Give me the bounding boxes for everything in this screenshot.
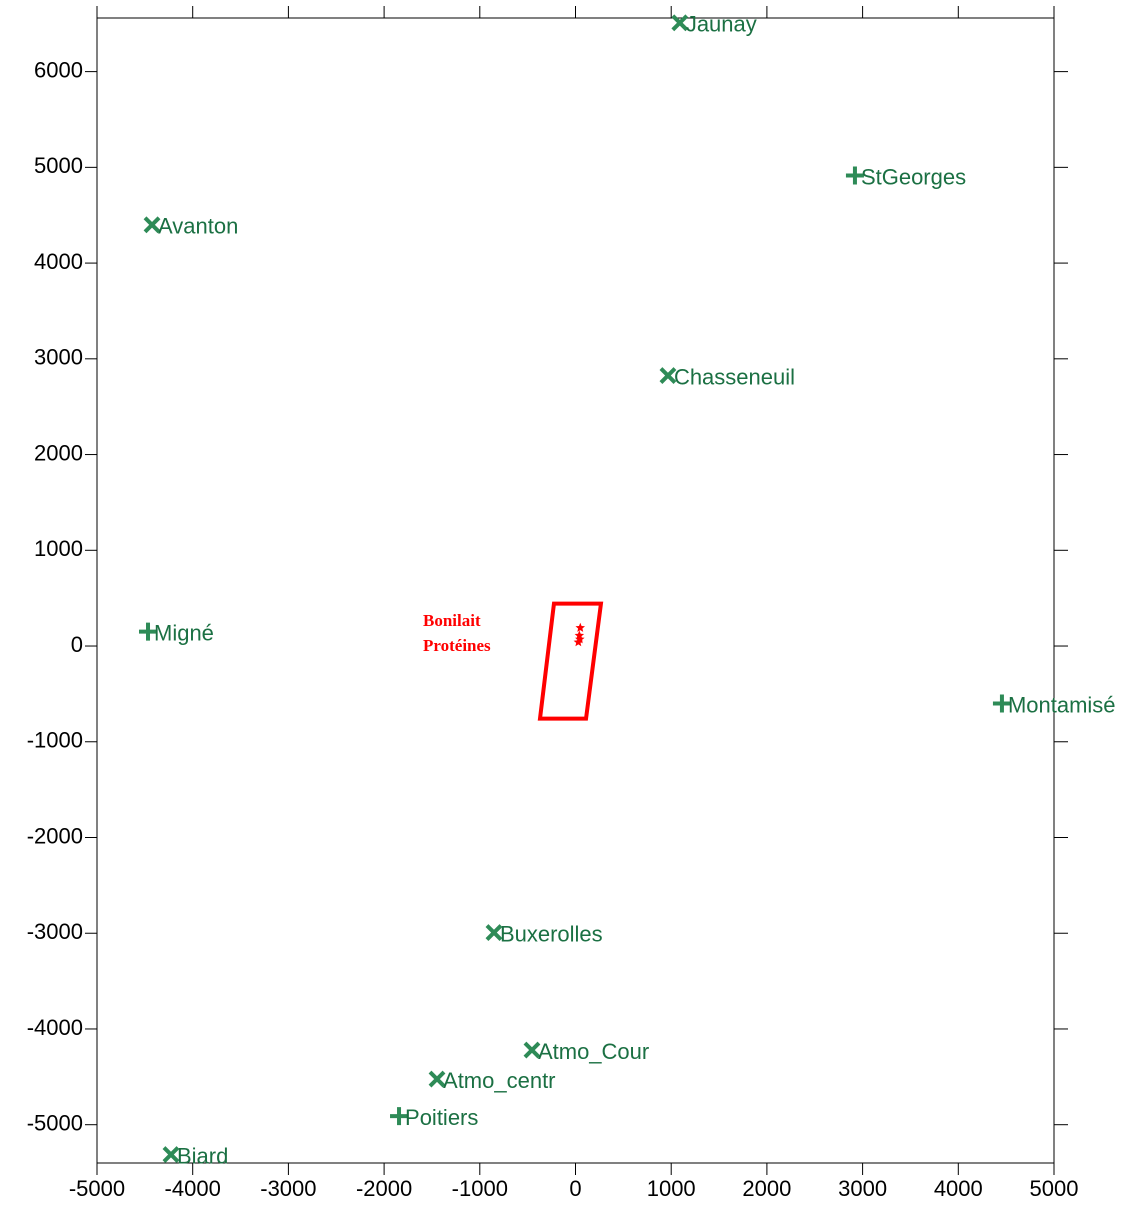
- station-label: Avanton: [158, 214, 238, 239]
- station-marker: [485, 924, 503, 941]
- station-label: Poitiers: [405, 1105, 478, 1130]
- x-tick-label: 1000: [647, 1176, 696, 1201]
- plot-frame: [96, 17, 1055, 1164]
- x-tick-label: 2000: [742, 1176, 791, 1201]
- y-tick-label: -2000: [27, 823, 83, 848]
- station-marker: [139, 622, 158, 641]
- station-label: Jaunay: [686, 12, 757, 37]
- station-label: Atmo_centr: [443, 1068, 556, 1093]
- y-tick-label: -5000: [27, 1111, 83, 1136]
- source-point: [575, 622, 585, 632]
- site-label: Protéines: [423, 636, 491, 655]
- station-marker: [523, 1041, 541, 1059]
- x-tick-label: -5000: [69, 1176, 125, 1201]
- station-label: Chasseneuil: [674, 364, 795, 389]
- station-label: Atmo_Cour: [538, 1039, 649, 1064]
- y-tick-label: 3000: [34, 345, 83, 370]
- station-marker: [671, 14, 689, 32]
- station-marker: [845, 166, 864, 185]
- site-outline: [537, 601, 604, 721]
- station-marker: [162, 1146, 180, 1163]
- x-tick-label: 0: [569, 1176, 581, 1201]
- y-tick-label: 0: [71, 632, 83, 657]
- y-tick-label: 6000: [34, 57, 83, 82]
- x-tick-label: -3000: [260, 1176, 316, 1201]
- x-tick-label: -1000: [452, 1176, 508, 1201]
- y-tick-label: -4000: [27, 1015, 83, 1040]
- y-tick-label: -1000: [27, 728, 83, 753]
- x-tick-label: 5000: [1030, 1176, 1079, 1201]
- y-tick-label: 5000: [34, 153, 83, 178]
- x-tick-label: 4000: [934, 1176, 983, 1201]
- station-label: Biard: [177, 1143, 228, 1168]
- source-point: [573, 637, 584, 647]
- station-marker: [992, 694, 1011, 713]
- station-label: Montamisé: [1008, 692, 1116, 717]
- station-label: Buxerolles: [500, 921, 603, 946]
- x-tick-label: -2000: [356, 1176, 412, 1201]
- station-label: Migné: [154, 620, 214, 645]
- station-label: StGeorges: [861, 164, 966, 189]
- y-tick-label: -3000: [27, 919, 83, 944]
- y-tick-label: 1000: [34, 536, 83, 561]
- station-marker: [428, 1070, 446, 1088]
- station-marker: [143, 216, 161, 234]
- y-tick-label: 4000: [34, 249, 83, 274]
- site-label: Bonilait: [423, 611, 481, 630]
- x-tick-label: -4000: [165, 1176, 221, 1201]
- y-tick-label: 2000: [34, 440, 83, 465]
- x-tick-label: 3000: [838, 1176, 887, 1201]
- station-marker: [659, 367, 677, 384]
- source-point: [574, 630, 585, 640]
- station-marker: [390, 1107, 409, 1126]
